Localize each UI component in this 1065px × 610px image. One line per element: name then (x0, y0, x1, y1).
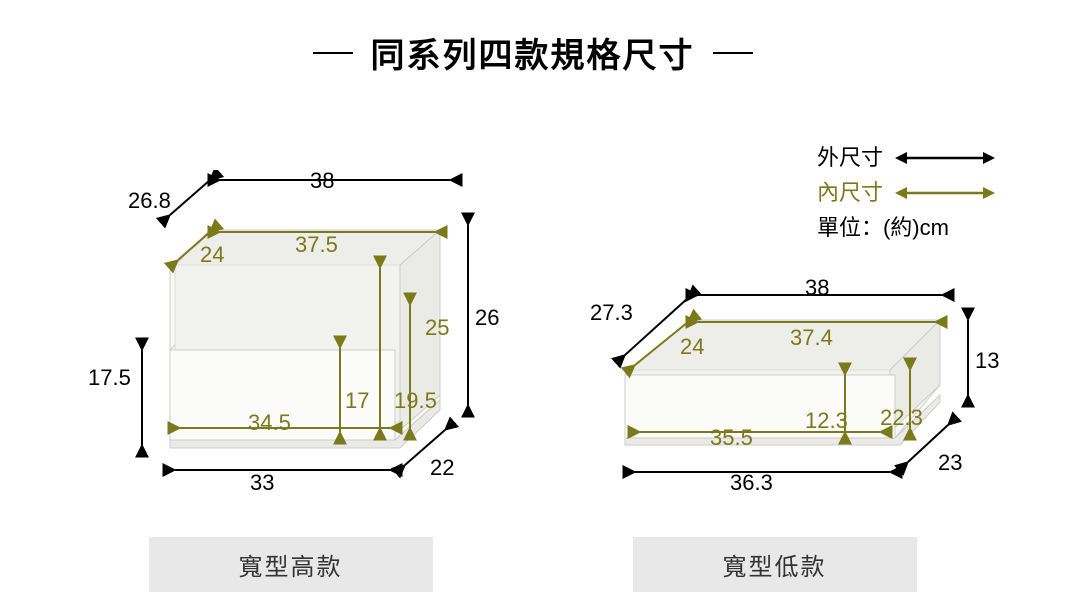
caption-low: 寬型低款 (633, 537, 917, 592)
diagram-low-box: 27.3 38 13 36.3 23 24 37.4 12.3 22.3 35.… (580, 170, 1000, 520)
dim-height-right-outer: 26 (475, 305, 499, 331)
dim2-depth-br-outer: 23 (938, 450, 962, 476)
diagram-tall-box: 26.8 38 26 17.5 33 22 24 37.5 25 17 19.5… (80, 170, 500, 520)
dim-width-bottom-outer: 33 (250, 470, 274, 496)
dim2-width-top-inner: 37.4 (790, 325, 833, 351)
diagrams-container: 26.8 38 26 17.5 33 22 24 37.5 25 17 19.5… (80, 170, 1000, 520)
dim-front-height-outer: 17.5 (88, 365, 131, 391)
dim2-width-top-outer: 38 (805, 275, 829, 301)
caption-tall: 寬型高款 (149, 537, 433, 592)
dim-cutout-inner: 19.5 (394, 388, 437, 414)
title-line-right (713, 52, 753, 54)
dim-width-bottom-inner: 34.5 (248, 410, 291, 436)
dim-depth-br-outer: 22 (430, 455, 454, 481)
dim2-depth-top-outer: 27.3 (590, 300, 633, 326)
dim-depth-top-inner: 24 (200, 242, 224, 268)
dim2-height-outer: 13 (975, 348, 999, 374)
dim-depth-top-outer: 26.8 (128, 188, 171, 214)
dim-height-inner: 25 (425, 315, 449, 341)
dim2-height-right-inner: 22.3 (880, 405, 923, 431)
title-row: 同系列四款規格尺寸 (0, 0, 1065, 77)
dim-front-height-inner: 17 (345, 388, 369, 414)
dim2-width-bottom-outer: 36.3 (730, 470, 773, 496)
caption-row: 寬型高款 寬型低款 (0, 537, 1065, 592)
dim2-width-bottom-inner: 35.5 (710, 425, 753, 451)
dim2-depth-top-inner: 24 (680, 334, 704, 360)
legend-outer-arrow-icon (895, 148, 995, 168)
dim2-height-mid-inner: 12.3 (805, 408, 848, 434)
dim-width-top-outer: 38 (310, 168, 334, 194)
title-line-left (313, 52, 353, 54)
dim-width-top-inner: 37.5 (295, 232, 338, 258)
page-title: 同系列四款規格尺寸 (371, 28, 695, 77)
